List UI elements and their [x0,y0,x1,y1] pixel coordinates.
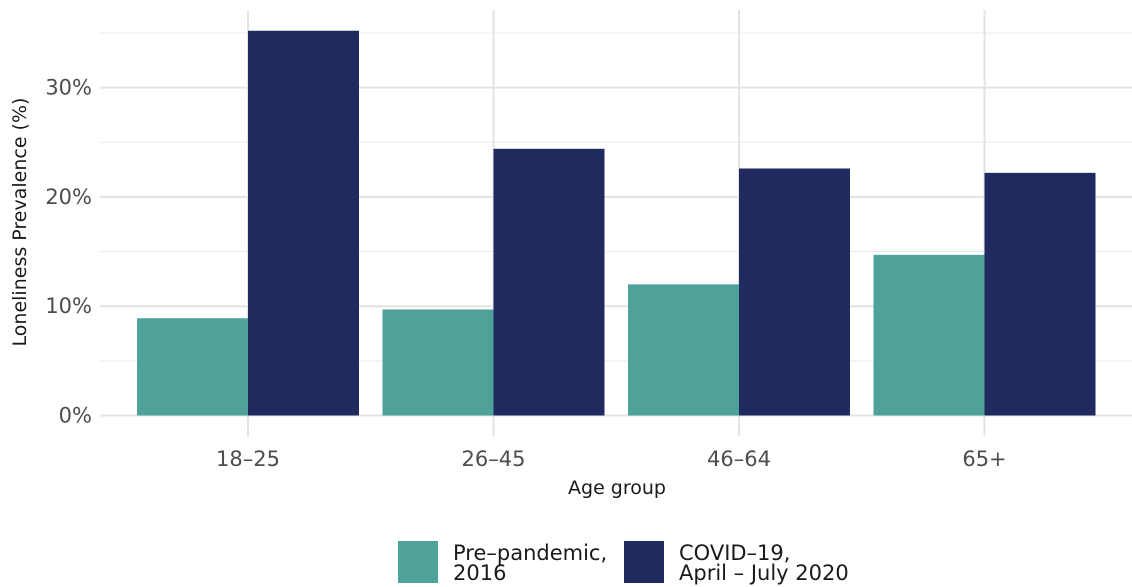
x-axis-title: Age group [568,477,666,499]
bar-covid-2 [493,148,605,416]
bar-covid-3 [739,168,850,416]
y-tick-label: 10% [45,294,92,318]
x-tick-label: 46–64 [707,447,771,471]
legend: Pre–pandemic, 2016 COVID–19, April – July 2… [398,541,849,585]
bar-pre-pandemic-2 [382,309,494,416]
y-tick-label: 20% [45,185,92,209]
bar-pre-pandemic-4 [873,254,985,416]
y-axis-title: Loneliness Prevalence (%) [9,98,31,347]
bars [137,30,1096,416]
legend-label-covid: COVID–19, April – July 2020 [679,541,849,585]
bar-covid-1 [248,30,359,416]
y-tick-label: 30% [45,76,92,100]
y-tick-labels: 0% 10% 20% 30% [45,76,92,428]
legend-key-covid [624,541,664,583]
x-tick-labels: 18–25 26–45 46–64 65+ [216,447,1007,471]
x-tick-label: 65+ [962,447,1006,471]
y-tick-label: 0% [59,404,92,428]
legend-label-pre-pandemic: Pre–pandemic, 2016 [453,541,607,585]
legend-key-pre-pandemic [398,541,438,583]
bar-pre-pandemic-3 [628,284,739,416]
x-tick-label: 26–45 [462,447,526,471]
x-tick-label: 18–25 [216,447,280,471]
bar-pre-pandemic-1 [137,318,248,416]
bar-covid-4 [984,172,1096,416]
